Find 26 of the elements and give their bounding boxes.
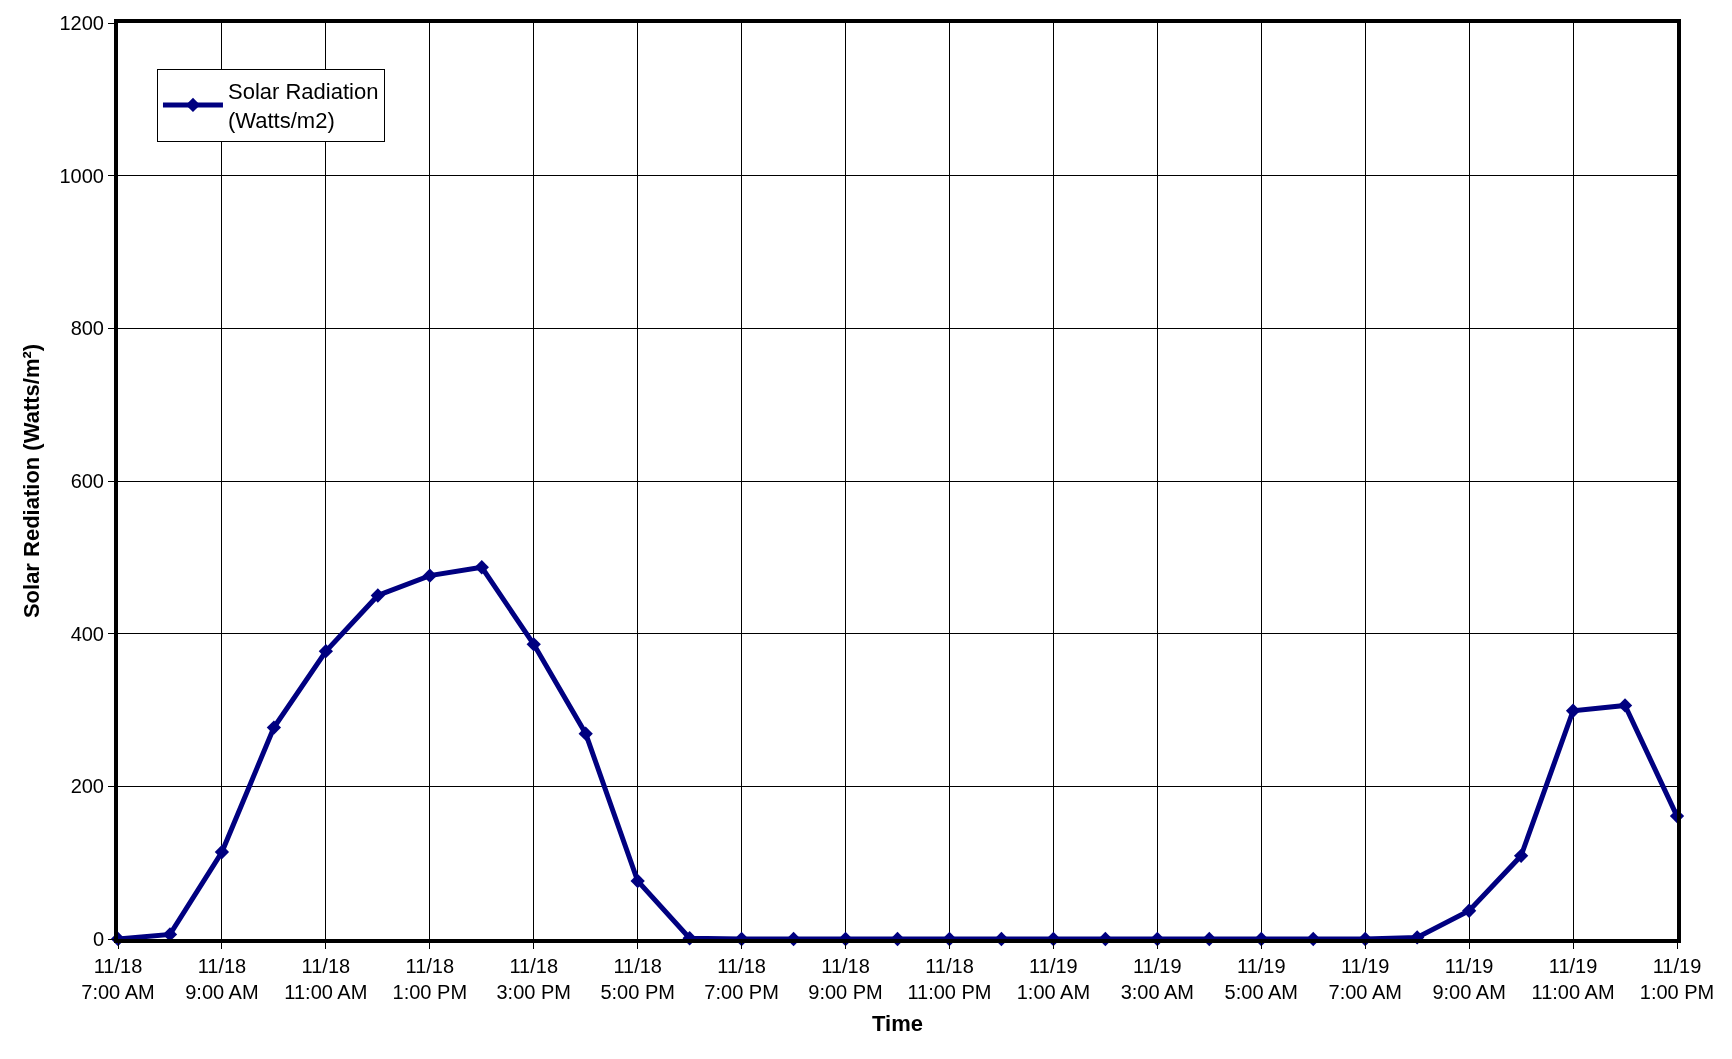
x-axis-title: Time	[872, 1011, 923, 1037]
y-tick-label: 800	[70, 317, 104, 340]
x-tick-label: 11/18 11:00 AM	[284, 955, 368, 1003]
x-tick-label: 11/18 9:00 PM	[808, 955, 883, 1003]
x-tick-label: 11/18 1:00 PM	[392, 955, 468, 1003]
y-tick-label: 600	[70, 470, 104, 492]
x-tick-label: 11/18 7:00 PM	[704, 955, 779, 1003]
y-tick-label: 400	[70, 622, 104, 645]
legend-label: Solar Radiation (Watts/m2)	[227, 79, 379, 133]
x-tick-label: 11/19 7:00 AM	[1328, 955, 1402, 1003]
x-tick-label: 11/19 1:00 AM	[1016, 955, 1091, 1003]
x-tick-label: 11/18 9:00 AM	[185, 955, 259, 1003]
x-tick-label: 11/19 11:00 AM	[1531, 955, 1615, 1003]
y-tick-label: 200	[70, 775, 104, 798]
x-tick-label: 11/19 5:00 AM	[1224, 955, 1298, 1003]
x-tick-label: 11/19 3:00 AM	[1120, 955, 1195, 1003]
x-tick-label: 11/18 7:00 AM	[81, 955, 155, 1003]
y-tick-label: 1000	[59, 164, 104, 187]
x-tick-label: 11/18 11:00 PM	[907, 955, 992, 1003]
x-tick-label: 11/19 9:00 AM	[1432, 955, 1506, 1003]
y-tick-label: 1200	[59, 12, 104, 34]
x-tick-label: 11/18 5:00 PM	[600, 955, 675, 1003]
x-tick-label: 11/19 1:00 PM	[1639, 955, 1715, 1003]
y-axis-title: Solar Rediation (Watts/m²)	[18, 343, 44, 619]
y-tick-label: 0	[92, 928, 104, 950]
x-tick-label: 11/18 3:00 PM	[496, 955, 571, 1003]
